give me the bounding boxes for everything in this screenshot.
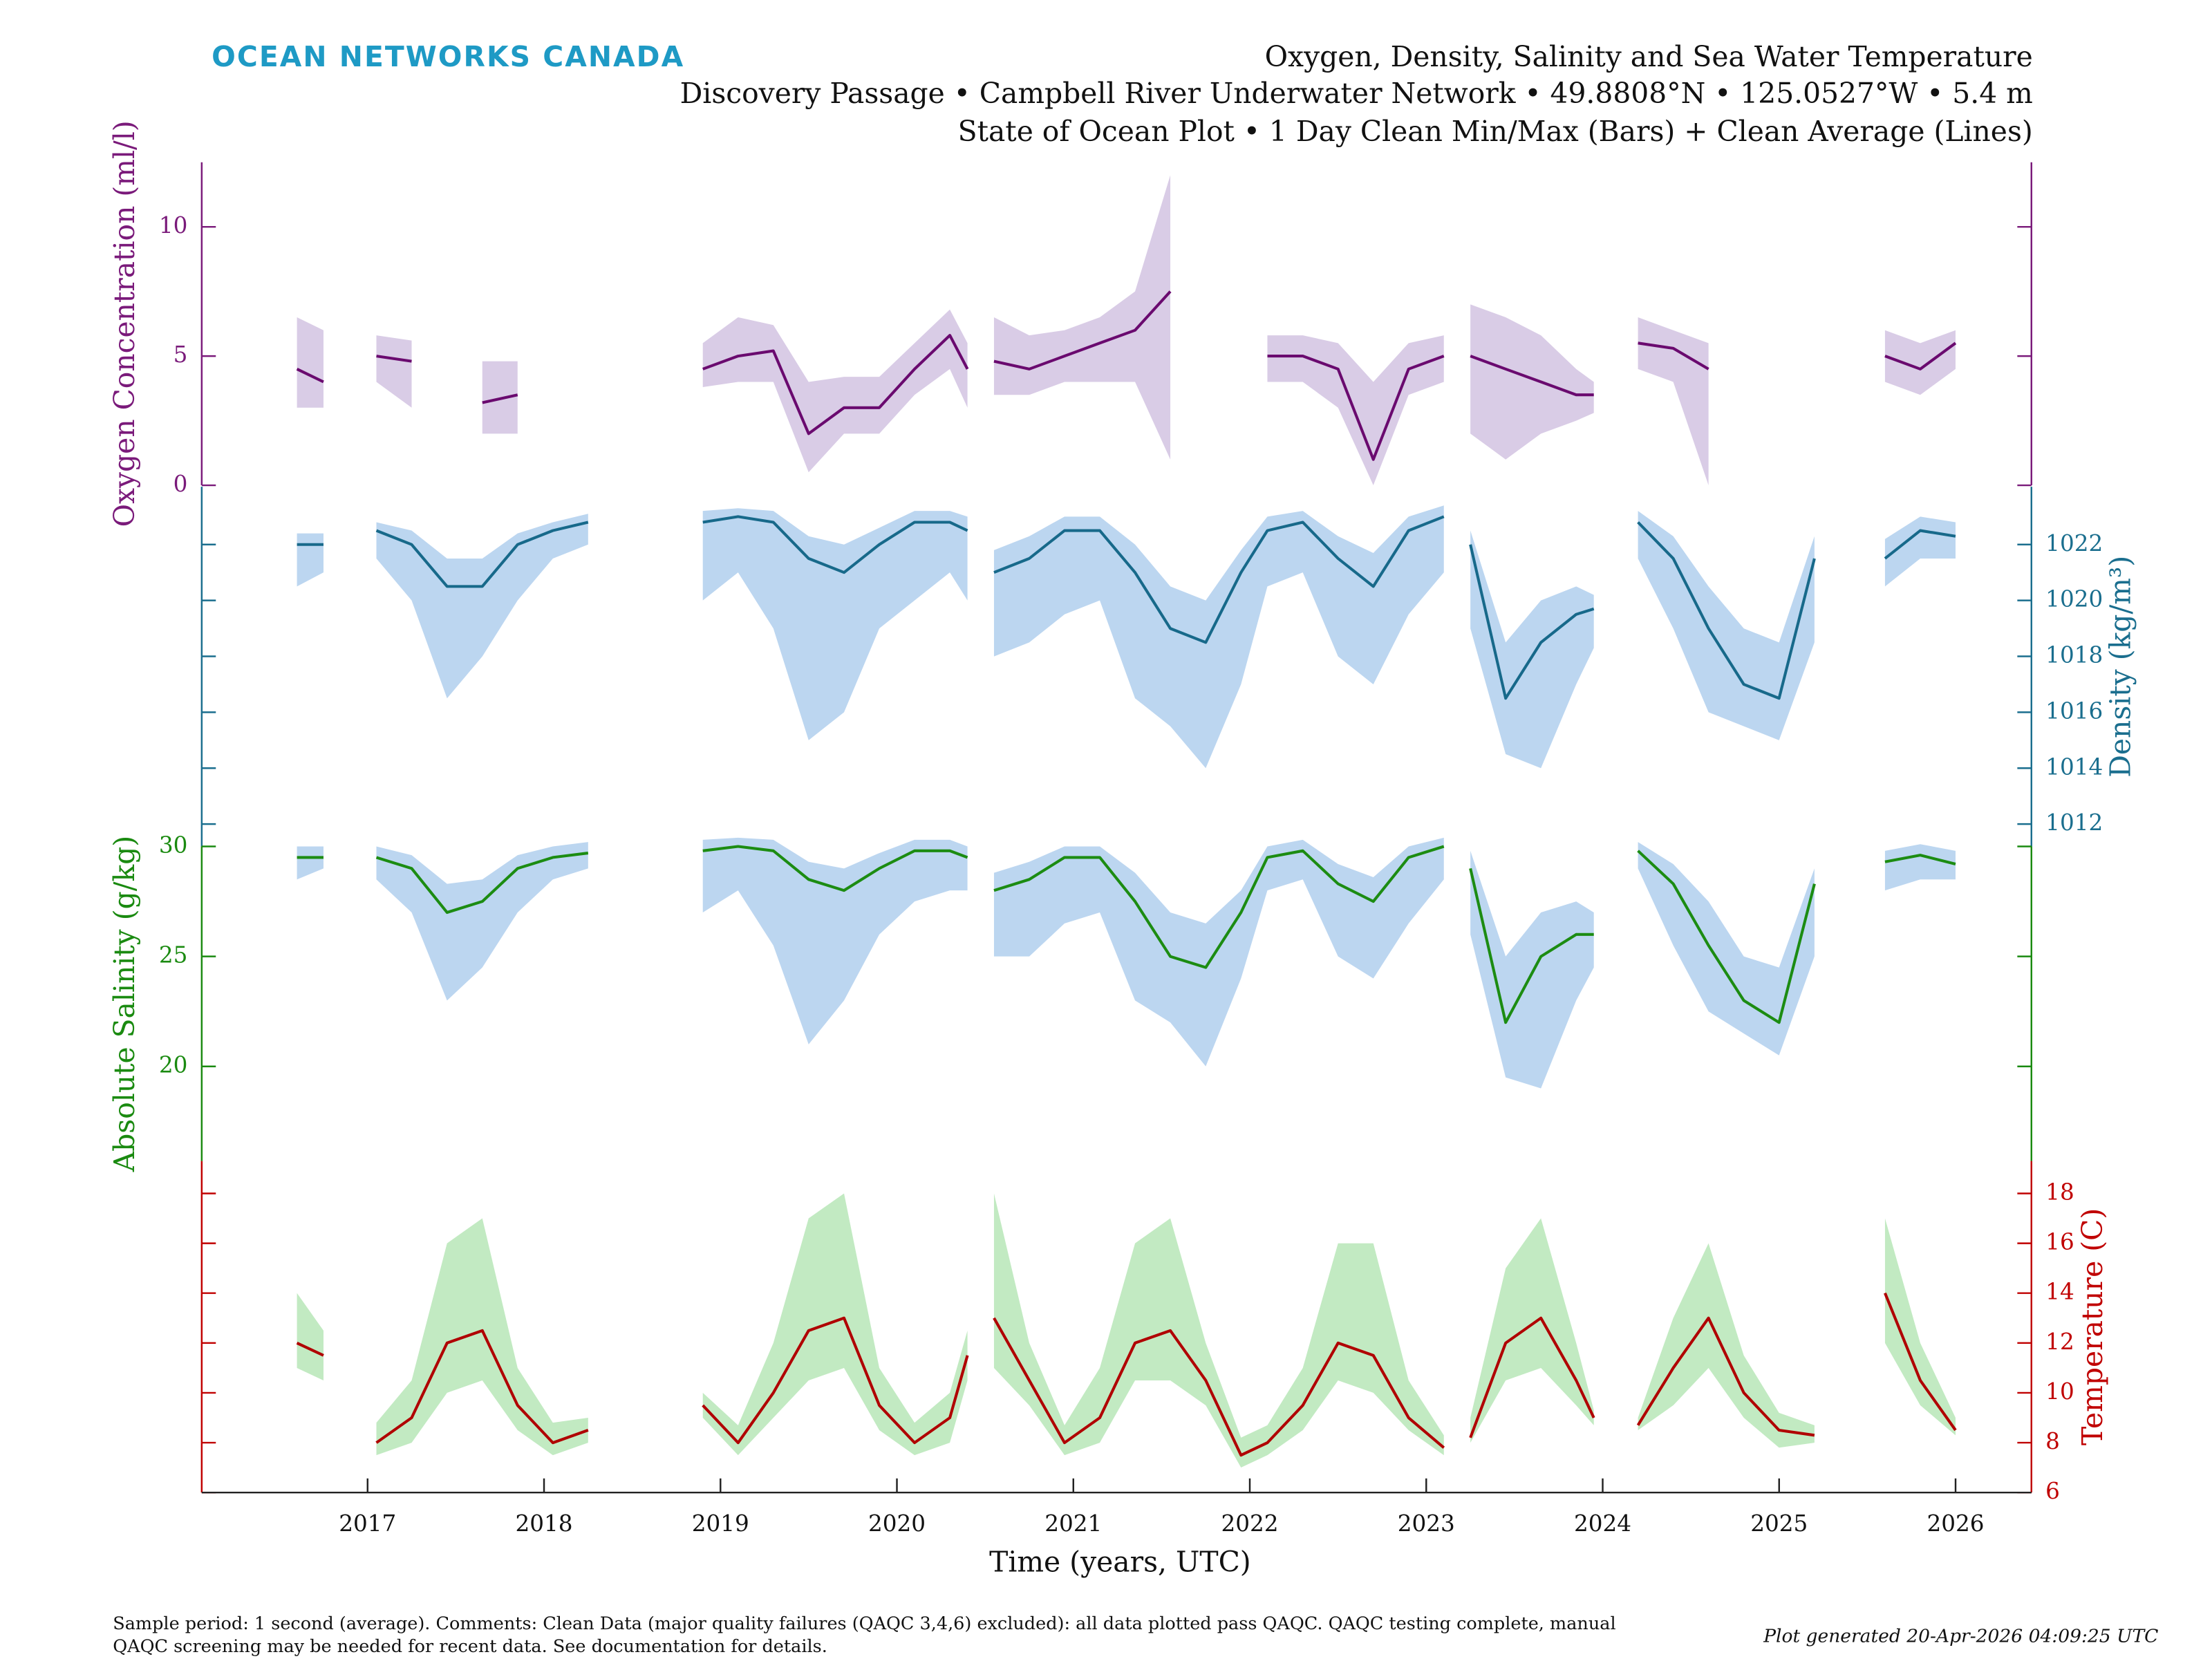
y-tick-label: 10 xyxy=(159,212,188,238)
y-axis-label: Oxygen Concentration (ml/l) xyxy=(108,120,141,527)
brand: OCEAN NETWORKS CANADA xyxy=(212,40,684,73)
x-tick-label: 2026 xyxy=(1927,1510,1984,1537)
y-tick-label: 1016 xyxy=(2045,697,2103,724)
x-tick-label: 2022 xyxy=(1221,1510,1278,1537)
min-max-band xyxy=(297,1193,1956,1468)
min-max-band xyxy=(297,175,1956,486)
y-tick-label: 10 xyxy=(2045,1378,2074,1405)
generated-note: Plot generated 20-Apr-2026 04:09:25 UTC xyxy=(1763,1626,2158,1647)
y-tick-label: 5 xyxy=(174,341,188,368)
y-tick-label: 12 xyxy=(2045,1329,2074,1355)
footnote: QAQC screening may be needed for recent … xyxy=(113,1636,827,1657)
x-tick-label: 2020 xyxy=(868,1510,926,1537)
average-line xyxy=(296,1292,1957,1457)
chart-title: Oxygen, Density, Salinity and Sea Water … xyxy=(1265,40,2033,73)
y-tick-label: 1018 xyxy=(2045,642,2103,668)
average-line xyxy=(296,290,1957,461)
x-tick-label: 2018 xyxy=(515,1510,572,1537)
y-tick-label: 16 xyxy=(2045,1229,2074,1255)
y-tick-label: 18 xyxy=(2045,1179,2074,1205)
x-tick-label: 2017 xyxy=(339,1510,396,1537)
chart-subtitle: State of Ocean Plot • 1 Day Clean Min/Ma… xyxy=(958,115,2033,148)
y-tick-label: 1012 xyxy=(2045,809,2103,836)
y-axis-label: Absolute Salinity (g/kg) xyxy=(108,836,141,1173)
y-tick-label: 20 xyxy=(159,1052,188,1078)
y-tick-label: 0 xyxy=(174,471,188,497)
x-tick-label: 2024 xyxy=(1574,1510,1631,1537)
y-tick-label: 6 xyxy=(2045,1478,2060,1504)
y-axis-label: Density (kg/m³) xyxy=(2104,556,2137,778)
x-tick-label: 2019 xyxy=(692,1510,749,1537)
y-axis-label: Temperature (C) xyxy=(2076,1208,2109,1445)
average-line xyxy=(297,845,1956,1024)
chart-subtitle: Discovery Passage • Campbell River Under… xyxy=(680,77,2033,110)
y-tick-label: 1020 xyxy=(2045,586,2103,612)
min-max-band xyxy=(297,505,1956,769)
y-tick-label: 1022 xyxy=(2045,530,2103,556)
x-axis-label: Time (years, UTC) xyxy=(989,1545,1251,1578)
average-line xyxy=(297,515,1956,700)
footnote: Sample period: 1 second (average). Comme… xyxy=(113,1613,1615,1634)
x-tick-label: 2023 xyxy=(1398,1510,1455,1537)
y-tick-label: 30 xyxy=(159,832,188,858)
y-tick-label: 8 xyxy=(2045,1428,2060,1454)
min-max-band xyxy=(297,837,1956,1089)
y-tick-label: 1014 xyxy=(2045,753,2103,780)
plot-area xyxy=(296,175,1957,1468)
x-tick-label: 2021 xyxy=(1044,1510,1102,1537)
y-tick-label: 14 xyxy=(2045,1279,2074,1305)
x-tick-label: 2025 xyxy=(1750,1510,1808,1537)
y-tick-label: 25 xyxy=(159,942,188,968)
